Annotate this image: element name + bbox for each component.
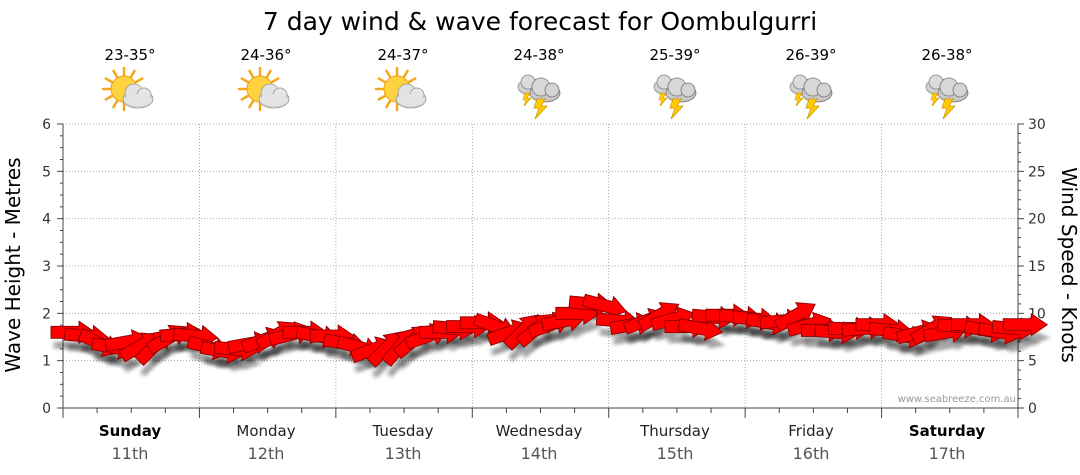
wind-arrows (50, 292, 1049, 368)
temp-range: 26-39° (785, 46, 836, 64)
y-axis-left-label: Wave Height - Metres (1, 157, 25, 372)
temp-range: 24-37° (377, 46, 428, 64)
y-right-tick-label: 15 (1028, 259, 1046, 275)
daily-forecast-row: 23-35° 24-36° 24-37° 24-38° 25-39° 26-39… (101, 46, 973, 120)
y-right-tick-label: 20 (1028, 212, 1046, 228)
day-label: Saturday (909, 422, 986, 440)
day-4-header: 25-39° (649, 46, 701, 120)
temp-range: 25-39° (649, 46, 700, 64)
day-2-header: 24-37° (374, 46, 429, 112)
temp-range: 23-35° (104, 46, 155, 64)
y-right-tick-label: 5 (1028, 354, 1037, 370)
day-0-header: 23-35° (101, 46, 156, 112)
y-left-tick-label: 5 (42, 164, 51, 180)
temp-range: 24-38° (513, 46, 564, 64)
wind-arrow (773, 302, 816, 333)
grid-lines (63, 123, 1018, 408)
wind-arrow (1002, 312, 1049, 337)
y-left-tick-label: 3 (42, 259, 51, 275)
y-left-tick-label: 0 (42, 401, 51, 417)
date-label: 15th (657, 444, 694, 463)
day-label: Friday (788, 422, 834, 440)
wind-arrow-shadow (544, 326, 589, 342)
day-3-header: 24-38° (513, 46, 565, 120)
day-label: Wednesday (496, 422, 583, 440)
date-label: 11th (112, 444, 149, 463)
y-right-tick-label: 25 (1028, 164, 1046, 180)
sun-cloud-icon (237, 66, 290, 112)
date-label: 17th (929, 444, 966, 463)
wind-arrow-shadow (681, 334, 726, 350)
sun-cloud-icon (374, 66, 427, 112)
sun-cloud-icon (101, 66, 154, 112)
day-6-header: 26-38° (921, 46, 973, 120)
y-left-tick-label: 2 (42, 306, 51, 322)
y-right-tick-label: 0 (1028, 401, 1037, 417)
day-5-header: 26-39° (785, 46, 837, 120)
date-label: 13th (385, 444, 422, 463)
y-left-tick-label: 4 (42, 212, 51, 228)
watermark: www.seabreeze.com.au (898, 394, 1016, 405)
date-label: 12th (248, 444, 285, 463)
temp-range: 26-38° (921, 46, 972, 64)
day-label: Thursday (639, 422, 710, 440)
date-label: 14th (521, 444, 558, 463)
storm-icon (925, 74, 969, 120)
y-right-tick-label: 30 (1028, 117, 1046, 133)
day-label: Monday (236, 422, 295, 440)
y-left-tick-label: 1 (42, 354, 51, 370)
day-label: Tuesday (371, 422, 433, 440)
date-label: 16th (793, 444, 830, 463)
axes (57, 123, 1024, 418)
day-1-header: 24-36° (237, 46, 292, 112)
y-axis-right-label: Wind Speed - Knots (1057, 167, 1080, 363)
x-axis-labels: Sunday 11th Monday 12th Tuesday 13th Wed… (99, 422, 986, 463)
storm-icon (517, 74, 561, 120)
day-label: Sunday (99, 422, 162, 440)
chart-title: 7 day wind & wave forecast for Oombulgur… (263, 7, 817, 36)
storm-icon (789, 74, 833, 120)
y-left-tick-label: 6 (42, 117, 51, 133)
left-axis-ticks: 0 1 2 3 4 5 6 (42, 117, 51, 417)
temp-range: 24-36° (240, 46, 291, 64)
storm-icon (653, 74, 697, 120)
